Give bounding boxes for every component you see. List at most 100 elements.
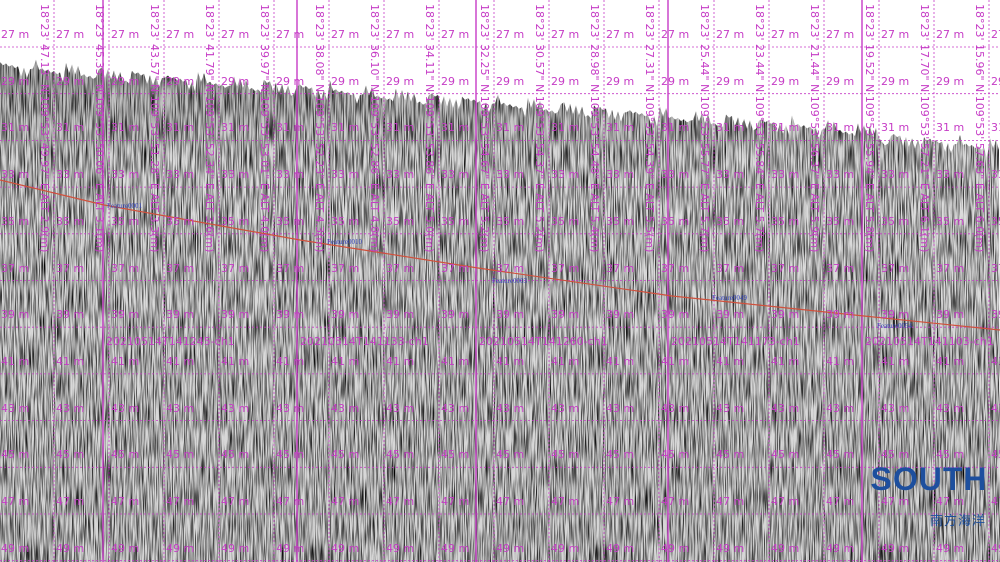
depth-label: 27 m [826,28,855,41]
depth-label: 49 m [111,541,140,555]
depth-label: 31 m [936,121,965,135]
depth-label: 31 m [991,121,1000,135]
depth-label: 35 m [661,214,690,228]
depth-label: 45 m [111,448,140,462]
depth-label: 35 m [386,214,415,228]
depth-label: 31 m [166,121,195,135]
depth-label: 37 m [606,261,635,275]
depth-label: 39 m [826,308,855,322]
depth-label: 29 m [551,74,580,88]
depth-label: 29 m [771,74,800,88]
depth-label: 27 m [496,28,525,41]
depth-label: 27 m [661,28,690,41]
depth-label: 29 m [606,74,635,88]
depth-label: 39 m [386,308,415,322]
depth-label: 39 m [771,308,800,322]
depth-label: 45 m [771,448,800,462]
depth-label: 49 m [331,541,360,555]
depth-label: 45 m [551,448,580,462]
depth-label: 39 m [661,308,690,322]
depth-label: 43 m [661,401,690,415]
fix-label: 18°23' 32.25" N 109°53' 54.67" E ALT 5.2… [478,4,491,253]
depth-label: 49 m [166,541,195,555]
depth-label: 47 m [1,495,30,508]
depth-label: 35 m [936,214,965,228]
depth-label: 37 m [111,261,140,275]
depth-label: 47 m [936,495,965,508]
depth-label: 45 m [331,448,360,462]
depth-label: 39 m [56,308,85,322]
depth-label: 29 m [661,74,690,88]
depth-label: 49 m [881,541,910,555]
depth-label: 27 m [606,28,635,41]
fix-label: 18°23' 36.10" N 109°53' 52.86" E ALT 4.8… [368,4,381,253]
depth-label: 41 m [276,354,305,368]
depth-label: 41 m [56,354,85,368]
depth-label: 49 m [56,541,85,555]
depth-label: 31 m [111,121,140,135]
depth-label: 49 m [386,541,415,555]
feature-label[interactable]: Feature0049 [712,294,747,302]
depth-label: 29 m [166,74,195,88]
depth-label: 45 m [56,448,85,462]
fix-label: 18°23' 30.57" N 109°53' 54.37" E ALT 5.2… [533,4,546,253]
depth-label: 29 m [991,74,1000,88]
depth-label: 47 m [331,495,360,508]
depth-label: 41 m [111,354,140,368]
depth-label: 29 m [56,74,85,88]
depth-label: 43 m [166,401,195,415]
fix-label: 18°23' 15.96" N 109°53' 57.63" E ALT 6.0… [973,4,986,253]
depth-label: 41 m [606,354,635,368]
fix-label: 18°23' 17.70" N 109°53' 57.21" E ALT 6.1… [918,4,931,253]
depth-label: 31 m [496,121,525,135]
depth-label: 41 m [1,354,30,368]
depth-label: 35 m [166,214,195,228]
depth-label: 27 m [221,28,250,41]
depth-label: 31 m [441,121,470,135]
feature-label[interactable]: Feature0003 [492,277,527,285]
depth-label: 31 m [826,121,855,135]
fix-label: 18°23' 27.31" N 109°53' 54.39" E ALT 5.5… [643,4,656,253]
fix-label: 18°23' 43.57" N 109°53' 51.28" E ALT 3.3… [148,4,161,253]
depth-label: 29 m [111,74,140,88]
fix-label: 18°23' 23.44" N 109°53' 55.84" E ALT 5.7… [753,4,766,253]
depth-label: 45 m [386,448,415,462]
feature-label[interactable]: Feature0010 [327,238,362,246]
depth-label: 27 m [716,28,745,41]
depth-label: 41 m [881,354,910,368]
depth-label: 33 m [771,168,800,182]
depth-label: 37 m [661,261,690,275]
depth-label: 47 m [56,495,85,508]
depth-label: 45 m [606,448,635,462]
depth-label: 29 m [441,74,470,88]
depth-label: 33 m [716,168,745,182]
fix-label: 18°23' 47.13" N 109°53' 49.97" E ALT 2.9… [38,4,51,253]
feature-label[interactable]: Feature0001 [107,202,142,210]
depth-label: 41 m [716,354,745,368]
depth-label: 37 m [496,261,525,275]
depth-label: 43 m [496,401,525,415]
depth-label: 31 m [551,121,580,135]
depth-label: 43 m [441,401,470,415]
fix-label: 18°23' 41.79" N 109°53' 52.34" E ALT 3.6… [203,4,216,253]
depth-label: 27 m [881,28,910,41]
depth-label: 29 m [1,74,30,88]
feature-line [0,179,1000,331]
depth-label: 37 m [936,261,965,275]
depth-label: 43 m [551,401,580,415]
feature-label[interactable]: Feature0054 [877,322,912,330]
depth-label: 39 m [881,308,910,322]
depth-label: 47 m [716,495,745,508]
depth-label: 33 m [386,168,415,182]
depth-label: 37 m [991,261,1000,275]
depth-label: 47 m [606,495,635,508]
depth-label: 49 m [496,541,525,555]
depth-label: 31 m [276,121,305,135]
depth-label: 39 m [276,308,305,322]
depth-label: 41 m [441,354,470,368]
depth-label: 33 m [1,168,30,182]
depth-label: 45 m [441,448,470,462]
depth-label: 37 m [166,261,195,275]
depth-label: 49 m [276,541,305,555]
